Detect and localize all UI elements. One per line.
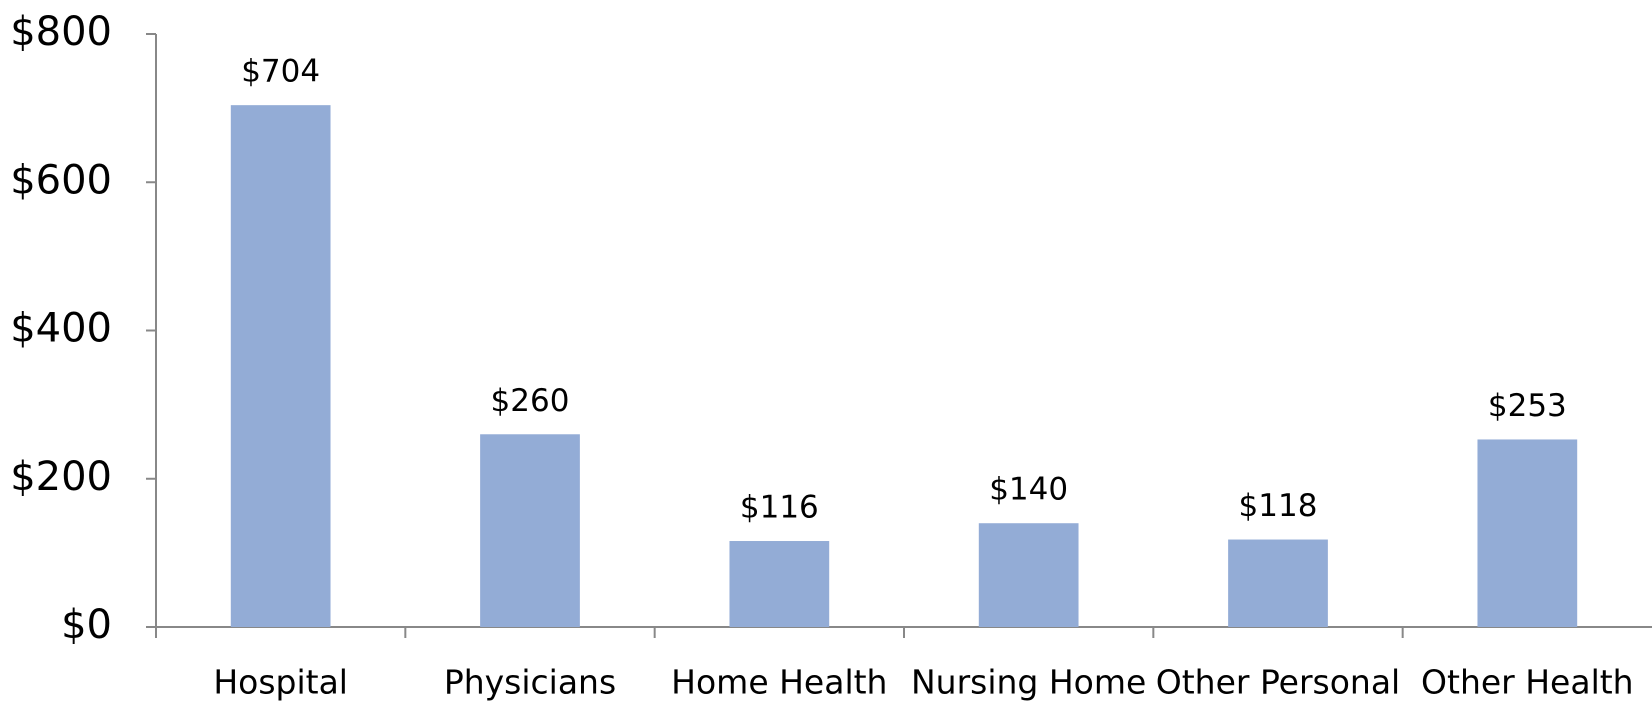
x-tick-label: Other Health [1421, 663, 1634, 702]
bar [1228, 539, 1328, 627]
x-tick-label: Home Health [671, 663, 887, 702]
value-label: $118 [1239, 488, 1318, 524]
bar [230, 105, 331, 627]
value-label: $253 [1488, 388, 1567, 424]
value-label: $704 [241, 54, 320, 90]
x-tick-label: Hospital [213, 663, 348, 702]
bar [729, 541, 830, 627]
bar [978, 523, 1079, 627]
value-label: $140 [989, 472, 1068, 508]
value-label: $260 [491, 383, 570, 419]
y-tick-label: $400 [10, 306, 112, 352]
y-tick-label: $0 [61, 602, 112, 648]
value-label: $116 [740, 490, 819, 526]
y-tick-label: $200 [10, 454, 112, 500]
bar [1477, 439, 1578, 627]
x-tick-label: Physicians [444, 663, 616, 702]
bar [480, 434, 580, 627]
y-tick-label: $800 [10, 9, 112, 55]
y-tick-label: $600 [10, 157, 112, 203]
x-tick-label: Other Personal [1156, 663, 1400, 702]
x-tick-label: Nursing Home [911, 663, 1146, 702]
